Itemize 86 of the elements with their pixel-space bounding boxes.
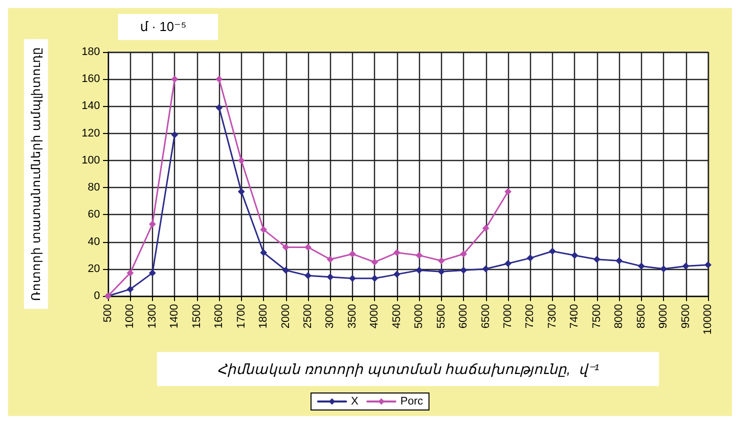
y-tick-label: 60 xyxy=(88,208,100,221)
x-tick-label: 1500 xyxy=(190,304,203,328)
point xyxy=(571,252,578,259)
y-tick-label: 40 xyxy=(88,236,100,248)
x-tick-label: 10000 xyxy=(702,304,714,335)
point xyxy=(348,274,356,282)
point xyxy=(482,265,490,272)
y-tick-label: 140 xyxy=(82,100,100,112)
point xyxy=(393,249,400,256)
point xyxy=(616,257,623,264)
point xyxy=(682,262,690,270)
x-tick-label: 5500 xyxy=(435,304,448,328)
y-tick-label: 180 xyxy=(82,46,100,58)
x-tick-label: 4000 xyxy=(368,304,381,328)
y-tick-label: 160 xyxy=(82,73,100,86)
point xyxy=(593,256,600,263)
point xyxy=(660,265,668,272)
point xyxy=(504,260,512,267)
y-tick-label: 0 xyxy=(94,290,100,302)
point xyxy=(326,256,334,263)
x-tick-label: 3000 xyxy=(324,304,336,328)
x-tick-label: 1300 xyxy=(146,304,158,328)
point xyxy=(348,250,356,258)
y-tick-label: 100 xyxy=(82,154,100,166)
x-tick-label: 1700 xyxy=(235,304,248,328)
point xyxy=(371,258,378,266)
legend-label: X xyxy=(351,396,360,408)
point xyxy=(371,274,378,282)
point xyxy=(126,269,134,276)
x-tick-label: 4500 xyxy=(390,304,403,328)
point xyxy=(460,266,468,274)
x-axis-title: Հիմնական ռոտորի պտտման հաճախությունը, վ⁻¹ xyxy=(217,361,600,377)
x-tick-label: 8500 xyxy=(635,304,648,328)
point xyxy=(482,224,490,232)
point xyxy=(326,274,334,281)
x-tick-label: 3500 xyxy=(346,304,358,328)
point xyxy=(416,266,423,274)
x-tick-label: 500 xyxy=(102,304,114,322)
point xyxy=(416,252,423,259)
y-tick-label: 120 xyxy=(82,127,100,140)
x-tick-label: 9500 xyxy=(680,304,692,328)
x-tick-label: 1400 xyxy=(168,304,181,328)
point xyxy=(238,156,245,164)
text: մ · 10⁻⁵ xyxy=(140,19,186,34)
x-tick-label: 2000 xyxy=(280,304,292,328)
point xyxy=(438,268,445,276)
y-tick-label: 80 xyxy=(88,182,100,194)
point xyxy=(304,244,312,251)
legend-label: Porc xyxy=(400,396,424,408)
point xyxy=(393,270,400,278)
point xyxy=(438,257,445,264)
point xyxy=(304,272,312,280)
y-tick-label: 20 xyxy=(88,262,100,275)
point xyxy=(148,269,156,276)
x-tick-label: 7200 xyxy=(524,304,536,328)
x-tick-label: 5000 xyxy=(413,304,426,328)
x-tick-label: 7300 xyxy=(546,304,558,328)
point xyxy=(171,131,178,138)
x-tick-label: 7400 xyxy=(568,304,581,328)
point xyxy=(260,226,268,234)
point xyxy=(504,188,512,196)
point xyxy=(216,104,223,112)
x-tick-label: 1800 xyxy=(258,304,270,328)
point xyxy=(148,220,156,228)
x-tick-label: 1000 xyxy=(124,304,136,328)
point xyxy=(171,76,178,83)
point xyxy=(126,286,134,293)
point xyxy=(548,248,556,255)
point xyxy=(282,244,290,251)
point xyxy=(638,262,645,270)
point xyxy=(704,261,712,268)
point xyxy=(460,250,468,258)
y-axis-title: Ռոտորի տատանումների ամպլիտուդը xyxy=(29,47,43,301)
point xyxy=(526,254,534,262)
x-tick-label: 2500 xyxy=(302,304,314,328)
point xyxy=(260,249,268,256)
x-tick-label: 6000 xyxy=(458,304,470,328)
x-tick-label: 1600 xyxy=(213,304,226,328)
x-tick-label: 9000 xyxy=(658,304,670,328)
point xyxy=(216,76,223,83)
x-tick-label: 7500 xyxy=(590,304,603,328)
point xyxy=(238,188,245,196)
x-tick-label: 7000 xyxy=(502,304,514,328)
x-tick-label: 6500 xyxy=(480,304,492,328)
x-tick-label: 8000 xyxy=(613,304,626,328)
point xyxy=(282,266,290,274)
